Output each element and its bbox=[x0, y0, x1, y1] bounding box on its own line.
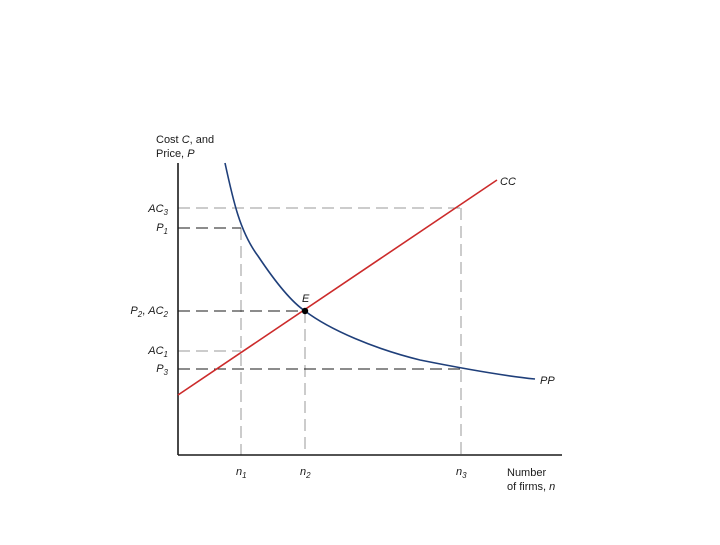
y-axis-label-line2: Price, P bbox=[156, 148, 195, 160]
tick-p1: P1 bbox=[156, 222, 168, 236]
axes bbox=[177, 163, 562, 456]
guide-lines bbox=[178, 207, 462, 455]
cc-label: CC bbox=[500, 176, 516, 188]
y-axis-label-line1: Cost C, and bbox=[156, 134, 214, 146]
pp-label: PP bbox=[540, 375, 555, 387]
equilibrium-label: E bbox=[302, 293, 310, 305]
x-axis-label-line2: of firms, n bbox=[507, 481, 555, 493]
guide-lines-dark bbox=[178, 227, 461, 370]
x-axis-label-line1: Number bbox=[507, 467, 546, 479]
cc-curve bbox=[177, 179, 498, 396]
tick-ac1: AC1 bbox=[147, 345, 168, 359]
tick-n1: n1 bbox=[236, 466, 247, 480]
pp-curve bbox=[224, 162, 536, 380]
tick-n2: n2 bbox=[300, 466, 311, 480]
tick-n3: n3 bbox=[456, 466, 467, 480]
equilibrium-point bbox=[301, 307, 309, 315]
tick-p3: P3 bbox=[156, 363, 168, 377]
tick-p2-ac2: P2, AC2 bbox=[130, 305, 168, 319]
tick-ac3: AC3 bbox=[147, 203, 168, 217]
